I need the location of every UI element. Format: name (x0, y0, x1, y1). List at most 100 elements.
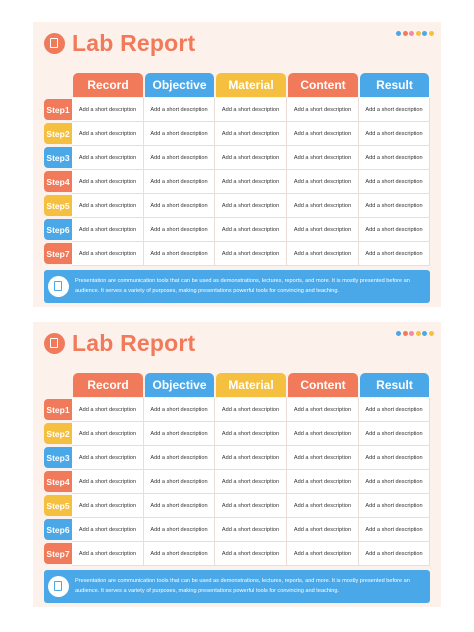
table-cell: Add a short description (144, 146, 215, 170)
report-title: Lab Report (72, 30, 196, 56)
info-footer: Presentation are communication tools tha… (44, 270, 430, 303)
table-cell: Add a short description (359, 398, 430, 422)
table-cell: Add a short description (359, 542, 430, 566)
table-cell: Add a short description (144, 470, 215, 494)
title-icon (44, 333, 65, 354)
table-cell: Add a short description (144, 242, 215, 266)
table-cell: Add a short description (359, 422, 430, 446)
table-cell: Add a short description (72, 122, 144, 146)
table-cell: Add a short description (287, 122, 359, 146)
table-cell: Add a short description (359, 518, 430, 542)
table-cell: Add a short description (359, 146, 430, 170)
table-cell: Add a short description (359, 194, 430, 218)
table-cell: Add a short description (72, 518, 144, 542)
table-cell: Add a short description (72, 422, 144, 446)
table-cell: Add a short description (215, 494, 287, 518)
table-cell: Add a short description (359, 494, 430, 518)
table-cell: Add a short description (287, 98, 359, 122)
column-header: Material (216, 73, 286, 97)
table-cell: Add a short description (215, 98, 287, 122)
step-label: Step6 (44, 219, 72, 240)
table-cell: Add a short description (215, 518, 287, 542)
column-header: Result (360, 373, 429, 397)
table-cell: Add a short description (144, 98, 215, 122)
table-cell: Add a short description (359, 242, 430, 266)
table-cell: Add a short description (359, 470, 430, 494)
column-header: Result (360, 73, 429, 97)
table-cell: Add a short description (287, 146, 359, 170)
table-cell: Add a short description (72, 494, 144, 518)
step-label: Step4 (44, 471, 72, 492)
step-label: Step4 (44, 171, 72, 192)
decor-dot (422, 31, 427, 36)
table-cell: Add a short description (287, 422, 359, 446)
column-header: Content (288, 373, 358, 397)
footer-text: Presentation are communication tools tha… (75, 278, 410, 294)
table-cell: Add a short description (215, 146, 287, 170)
decor-dot (415, 31, 421, 36)
decor-dot (402, 31, 408, 36)
table-cell: Add a short description (144, 446, 215, 470)
step-label: Step1 (44, 399, 72, 420)
decor-dot (402, 331, 408, 336)
table-cell: Add a short description (144, 122, 215, 146)
decor-dot (396, 31, 401, 36)
table-cell: Add a short description (144, 422, 215, 446)
column-header: Content (288, 73, 358, 97)
footer-text: Presentation are communication tools tha… (75, 578, 410, 594)
step-label: Step3 (44, 447, 72, 468)
table-cell: Add a short description (72, 170, 144, 194)
table-cell: Add a short description (144, 194, 215, 218)
table-cell: Add a short description (72, 242, 144, 266)
table-cell: Add a short description (72, 542, 144, 566)
column-header: Record (73, 373, 143, 397)
table-cell: Add a short description (215, 218, 287, 242)
table-cell: Add a short description (287, 470, 359, 494)
table-cell: Add a short description (287, 242, 359, 266)
table-cell: Add a short description (215, 542, 287, 566)
step-label: Step6 (44, 519, 72, 540)
column-header: Objective (145, 373, 214, 397)
table-cell: Add a short description (144, 518, 215, 542)
table-cell: Add a short description (287, 194, 359, 218)
table-cell: Add a short description (287, 446, 359, 470)
table-cell: Add a short description (144, 494, 215, 518)
table-cell: Add a short description (72, 194, 144, 218)
table-cell: Add a short description (287, 218, 359, 242)
table-cell: Add a short description (72, 218, 144, 242)
table-cell: Add a short description (215, 194, 287, 218)
table-cell: Add a short description (72, 98, 144, 122)
column-header: Material (216, 373, 286, 397)
table-cell: Add a short description (287, 518, 359, 542)
decor-dot (415, 331, 421, 336)
step-label: Step3 (44, 147, 72, 168)
step-label: Step1 (44, 99, 72, 120)
table-cell: Add a short description (215, 470, 287, 494)
report-card: Lab Report Record Objective Material Content… (33, 322, 441, 607)
decor-dot (422, 331, 427, 336)
step-label: Step2 (44, 123, 72, 144)
table-cell: Add a short description (359, 122, 430, 146)
step-label: Step2 (44, 423, 72, 444)
table-cell: Add a short description (287, 542, 359, 566)
column-header: Objective (145, 73, 214, 97)
info-footer: Presentation are communication tools tha… (44, 570, 430, 603)
table-cell: Add a short description (359, 446, 430, 470)
table-cell: Add a short description (287, 170, 359, 194)
report-title: Lab Report (72, 330, 196, 356)
column-header: Record (73, 73, 143, 97)
step-label: Step5 (44, 195, 72, 216)
table-cell: Add a short description (215, 398, 287, 422)
table-cell: Add a short description (359, 218, 430, 242)
decor-dot (409, 331, 414, 336)
decor-dot (428, 31, 434, 36)
table-cell: Add a short description (144, 398, 215, 422)
table-cell: Add a short description (72, 146, 144, 170)
table-cell: Add a short description (287, 398, 359, 422)
decor-dot (428, 331, 434, 336)
table-cell: Add a short description (144, 170, 215, 194)
decor-dot (396, 331, 401, 336)
table-cell: Add a short description (144, 542, 215, 566)
table-cell: Add a short description (287, 494, 359, 518)
